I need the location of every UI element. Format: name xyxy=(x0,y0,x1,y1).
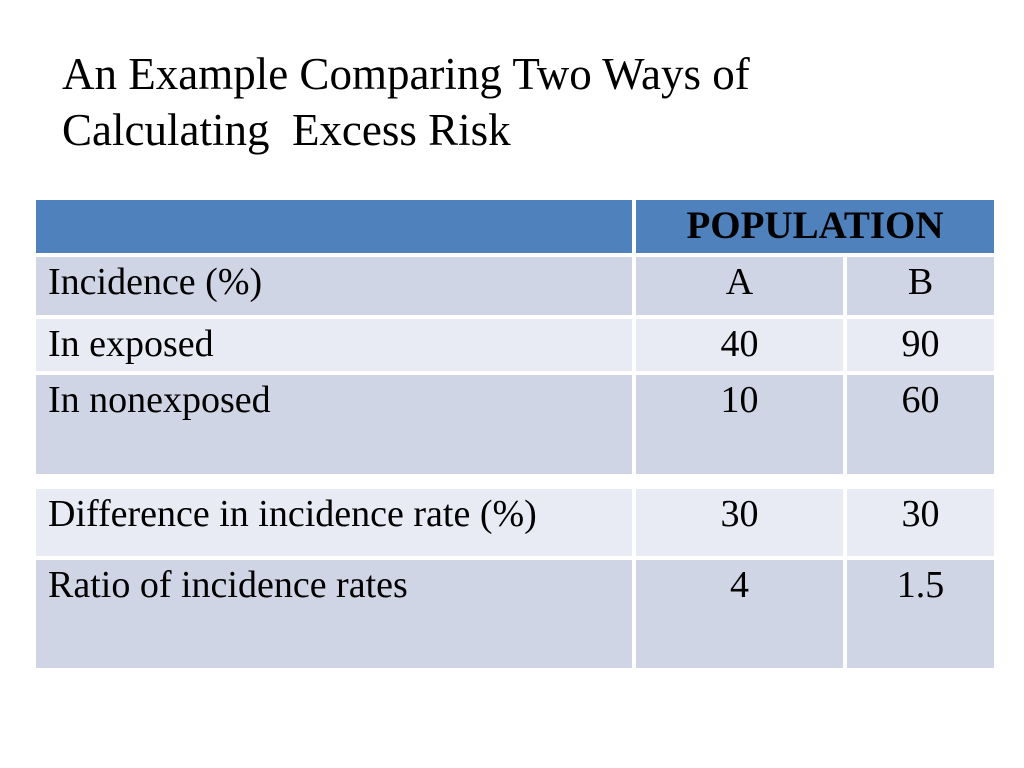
table-row: In exposed 40 90 xyxy=(36,319,994,371)
spacer-cell xyxy=(847,478,994,485)
value-difference-b: 30 xyxy=(847,489,994,556)
table-spacer-row xyxy=(36,478,994,485)
row-label-in-nonexposed: In nonexposed xyxy=(36,375,632,474)
value-in-exposed-b: 90 xyxy=(847,319,994,371)
population-header-cell: POPULATION xyxy=(636,200,994,253)
slide-title-line1: An Example Comparing Two Ways of xyxy=(62,49,750,99)
table-header-row: POPULATION xyxy=(36,200,994,253)
value-in-nonexposed-b: 60 xyxy=(847,375,994,474)
value-in-exposed-a: 40 xyxy=(636,319,843,371)
row-label-difference: Difference in incidence rate (%) xyxy=(36,489,632,556)
slide-title: An Example Comparing Two Ways of Calculat… xyxy=(62,46,750,158)
column-header-b: B xyxy=(847,257,994,315)
spacer-cell xyxy=(36,478,632,485)
table-row: Difference in incidence rate (%) 30 30 xyxy=(36,489,994,556)
value-difference-a: 30 xyxy=(636,489,843,556)
excess-risk-table: POPULATION Incidence (%) A B In exposed … xyxy=(32,196,998,672)
value-ratio-b: 1.5 xyxy=(847,560,994,668)
row-label-ratio: Ratio of incidence rates xyxy=(36,560,632,668)
table-row: Incidence (%) A B xyxy=(36,257,994,315)
table-row: Ratio of incidence rates 4 1.5 xyxy=(36,560,994,668)
value-ratio-a: 4 xyxy=(636,560,843,668)
row-label-incidence: Incidence (%) xyxy=(36,257,632,315)
row-label-in-exposed: In exposed xyxy=(36,319,632,371)
slide-title-line2: Calculating Excess Risk xyxy=(62,105,511,155)
column-header-a: A xyxy=(636,257,843,315)
value-in-nonexposed-a: 10 xyxy=(636,375,843,474)
header-empty-cell xyxy=(36,200,632,253)
spacer-cell xyxy=(636,478,843,485)
table-row: In nonexposed 10 60 xyxy=(36,375,994,474)
